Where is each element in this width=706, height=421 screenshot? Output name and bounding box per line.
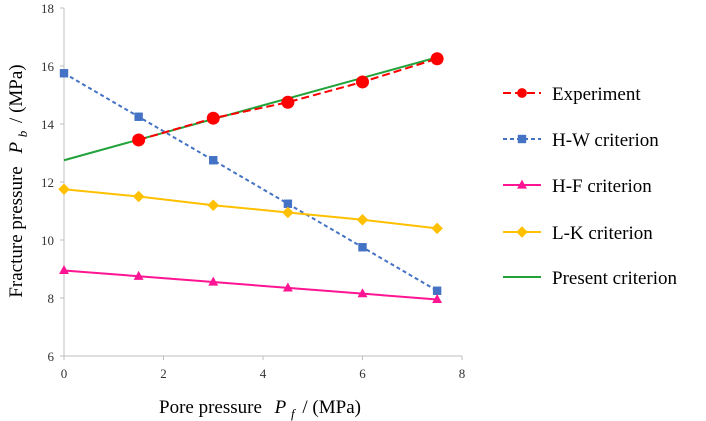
legend-label-h-w-criterion: H-W criterion [552, 130, 659, 151]
data-point-h-f-criterion [282, 282, 293, 292]
data-point-h-f-criterion [133, 270, 144, 280]
legend-item-l-k-criterion: L-K criterion [503, 223, 653, 244]
series-h-f-criterion [59, 265, 443, 304]
legend-label-present-criterion: Present criterion [552, 268, 678, 289]
data-point-l-k-criterion [356, 213, 369, 226]
data-point-l-k-criterion [207, 199, 220, 211]
data-point-l-k-criterion [282, 206, 294, 219]
series-line-present-criterion [63, 56, 438, 162]
series-l-k-criterion [58, 183, 443, 235]
data-point-l-k-criterion [132, 190, 145, 203]
legend: Experiment H-W criterion H-F criterion L-K … [503, 84, 678, 289]
legend-marker-experiment [517, 88, 527, 98]
series-layer [58, 52, 444, 304]
axes-layer: 0 2 4 6 8 6 8 10 12 14 16 18 [41, 1, 465, 381]
y-tick-label: 6 [48, 349, 55, 364]
x-tick-label: 8 [459, 366, 466, 381]
series-line-h-f-criterion [63, 269, 438, 301]
data-point-h-f-criterion [432, 294, 443, 304]
data-point-h-w-criterion [358, 243, 367, 252]
y-tick-label: 14 [41, 117, 55, 132]
y-axis-title-symbol: P [6, 142, 27, 155]
legend-marker-l-k-criterion [516, 226, 528, 238]
x-tick-label: 2 [160, 366, 167, 381]
y-tick-label: 12 [41, 175, 54, 190]
data-point-h-w-criterion [432, 286, 442, 295]
x-tick-label: 6 [359, 366, 366, 381]
legend-label-experiment: Experiment [552, 84, 641, 105]
legend-marker-h-f-criterion [517, 179, 527, 189]
series-present-criterion [63, 56, 438, 162]
data-point-h-f-criterion [59, 265, 69, 275]
legend-item-h-f-criterion: H-F criterion [503, 176, 652, 197]
x-tick-label: 4 [260, 366, 267, 381]
legend-item-present-criterion: Present criterion [503, 268, 678, 289]
x-axis-title-prefix: Pore pressure [159, 397, 262, 418]
data-point-h-w-criterion [134, 112, 143, 121]
series-line-experiment [138, 57, 438, 141]
legend-item-experiment: Experiment [503, 84, 641, 105]
legend-label-l-k-criterion: L-K criterion [552, 223, 653, 244]
y-tick-label: 8 [48, 291, 55, 306]
data-point-h-f-criterion [208, 276, 219, 286]
series-experiment [132, 52, 444, 147]
data-point-h-w-criterion [209, 156, 218, 165]
y-axis-title-prefix: Fracture pressure [6, 166, 27, 297]
data-point-experiment [356, 75, 369, 89]
x-axis-title-suffix: / (MPa) [302, 397, 361, 418]
y-tick-label: 18 [41, 1, 54, 16]
y-axis-title-suffix: / (MPa) [6, 64, 27, 123]
data-point-experiment [430, 52, 444, 66]
x-axis-title-symbol: P [274, 397, 287, 418]
data-point-l-k-criterion [58, 183, 70, 196]
series-line-h-w-criterion [63, 72, 438, 292]
x-axis-title: Pore pressure P f / (MPa) [159, 397, 361, 421]
y-axis-title: Fracture pressure P b / (MPa) [6, 64, 32, 297]
x-tick-label: 0 [61, 366, 68, 381]
legend-label-h-f-criterion: H-F criterion [552, 176, 652, 197]
data-point-experiment [132, 133, 146, 147]
data-point-experiment [206, 111, 220, 125]
y-tick-label: 10 [41, 233, 54, 248]
data-point-h-w-criterion [283, 199, 293, 208]
data-point-l-k-criterion [431, 222, 443, 235]
data-point-experiment [281, 95, 295, 109]
y-tick-label: 16 [41, 59, 55, 74]
legend-marker-h-w-criterion [517, 134, 527, 144]
data-point-h-w-criterion [59, 69, 69, 78]
y-axis-title-subscript: b [15, 130, 30, 137]
series-h-w-criterion [59, 69, 442, 295]
x-axis-title-subscript: f [291, 406, 297, 421]
data-point-h-f-criterion [357, 288, 368, 298]
series-line-l-k-criterion [63, 188, 438, 230]
legend-item-h-w-criterion: H-W criterion [503, 130, 659, 151]
